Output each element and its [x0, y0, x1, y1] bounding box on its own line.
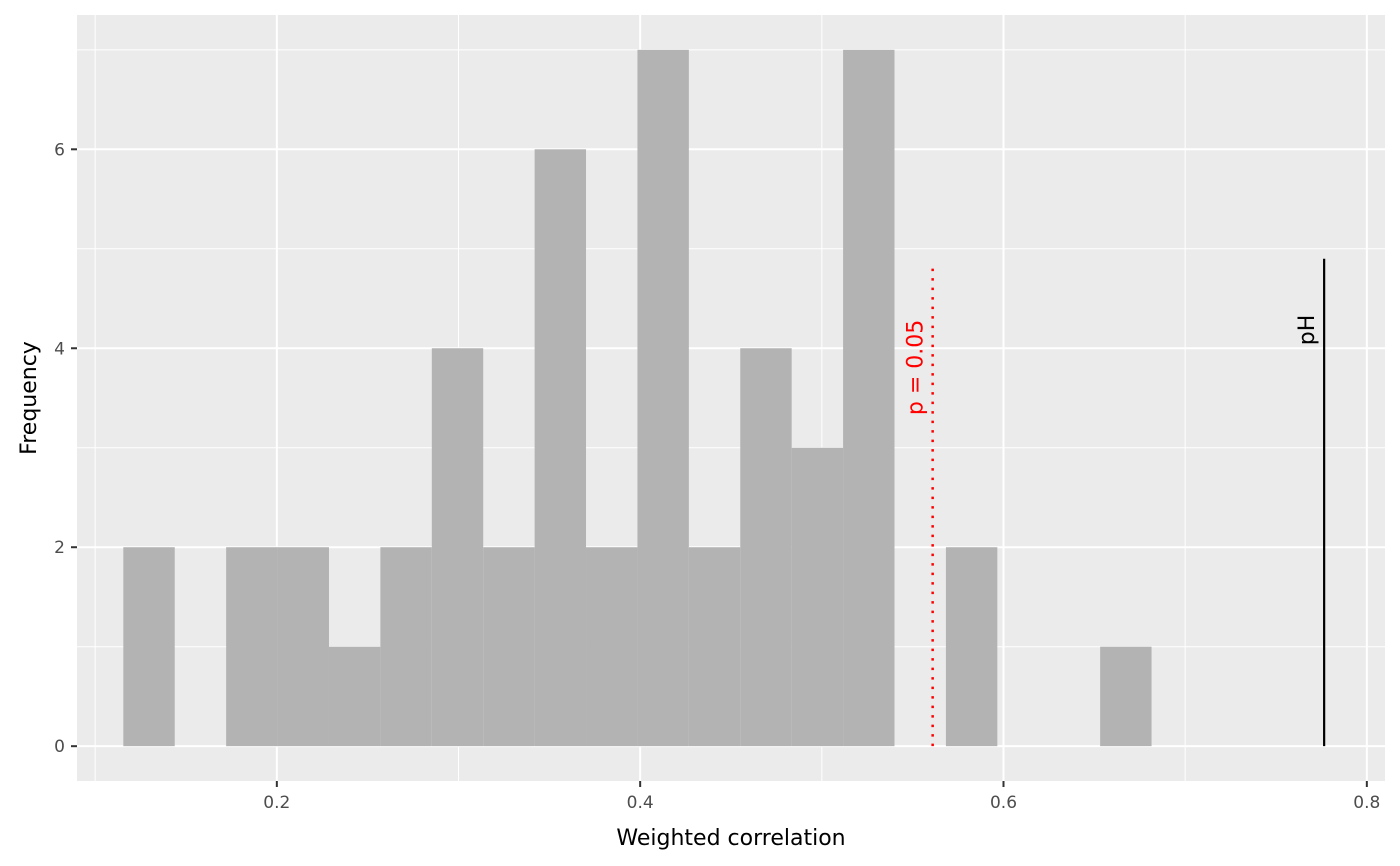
histogram-bar — [688, 547, 741, 747]
histogram-bar — [586, 547, 638, 747]
y-tick-label: 4 — [54, 339, 65, 359]
histogram-bar — [843, 49, 895, 747]
reference-label-ph: pH — [1295, 315, 1320, 346]
y-axis-title: Frequency — [17, 341, 42, 455]
y-tick-label: 6 — [54, 140, 65, 160]
histogram-bar — [431, 348, 484, 747]
histogram-bars — [123, 49, 1152, 747]
y-axis-tick-labels: 0 2 4 6 — [54, 140, 65, 757]
histogram-bar — [277, 547, 329, 747]
histogram-bar — [945, 547, 998, 747]
x-tick-label: 0.8 — [1353, 793, 1380, 813]
x-tick-label: 0.4 — [627, 793, 654, 813]
histogram-bar — [1100, 646, 1152, 747]
x-tick-label: 0.6 — [990, 793, 1017, 813]
histogram-bar — [534, 149, 587, 747]
histogram-bar — [380, 547, 432, 747]
histogram-bar — [483, 547, 535, 747]
reference-label-p-value: p = 0.05 — [904, 320, 929, 415]
histogram-bar — [791, 447, 844, 747]
y-tick-label: 2 — [54, 538, 65, 558]
x-axis-title: Weighted correlation — [616, 826, 845, 851]
axis-ticks — [71, 148, 1368, 787]
histogram-bar — [328, 646, 381, 747]
reference-lines: p = 0.05 pH — [904, 258, 1326, 747]
histogram-bar — [123, 547, 175, 747]
histogram-bar — [226, 547, 278, 747]
histogram-bar — [740, 348, 792, 747]
histogram-bar — [637, 49, 689, 747]
x-tick-label: 0.2 — [263, 793, 290, 813]
x-axis-tick-labels: 0.2 0.4 0.6 0.8 — [263, 793, 1380, 813]
y-tick-label: 0 — [54, 737, 65, 757]
